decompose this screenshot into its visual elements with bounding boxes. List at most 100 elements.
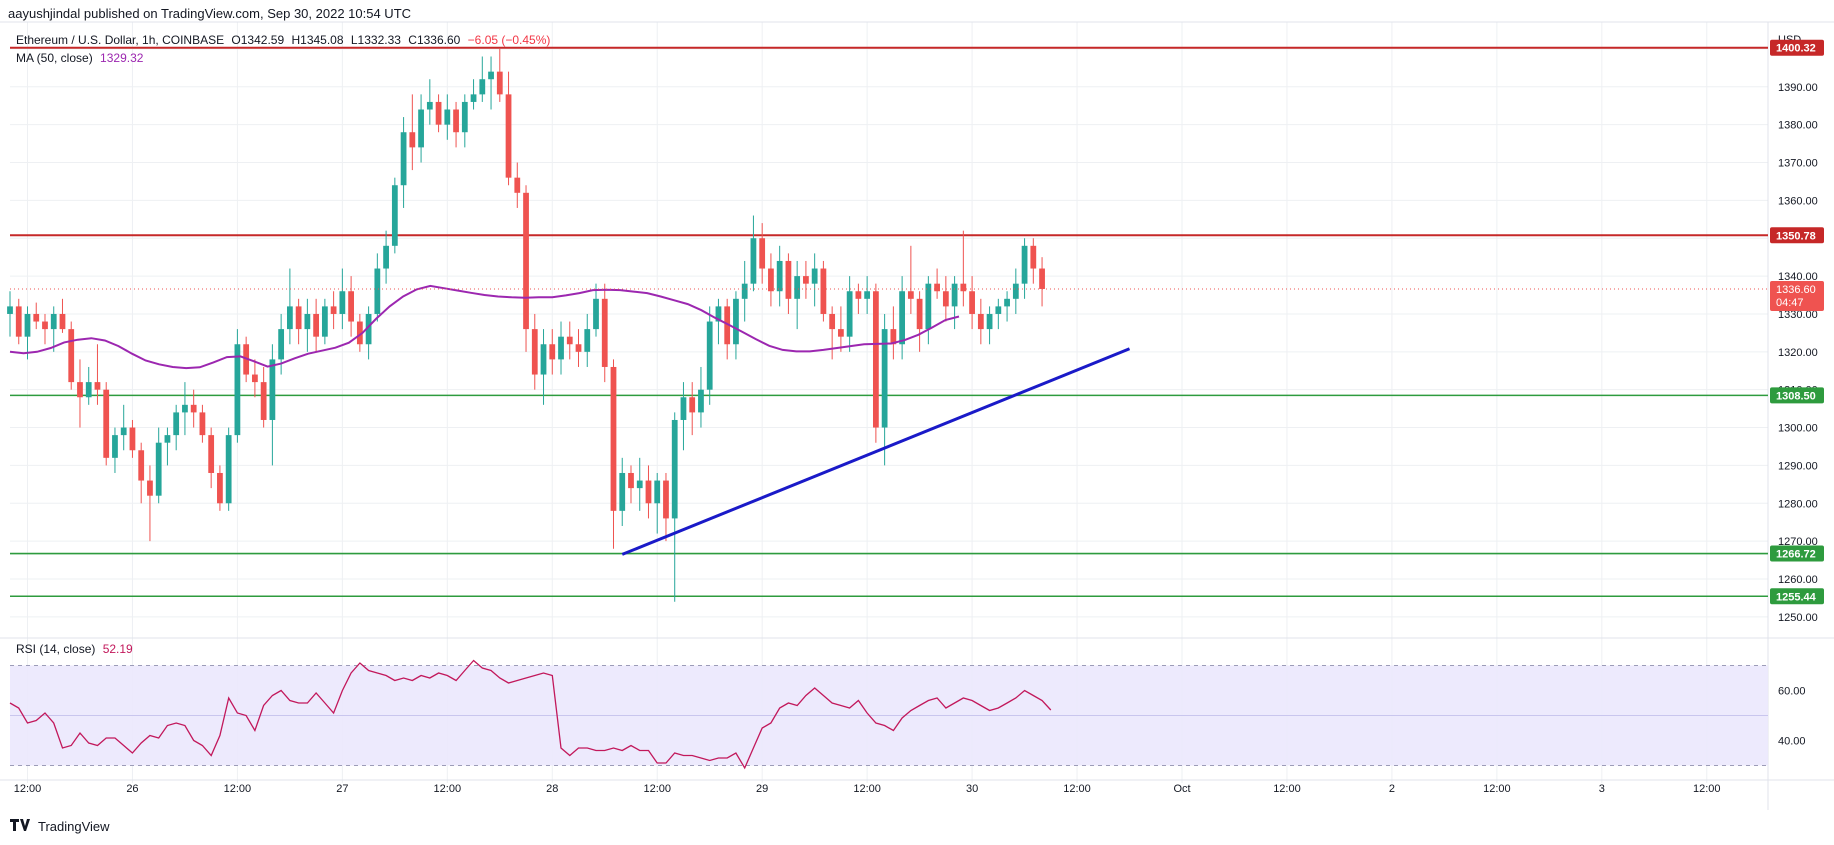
candle-body[interactable] [1012, 283, 1019, 299]
candle-body[interactable] [741, 283, 748, 299]
candle-body[interactable] [628, 472, 634, 489]
candle-body[interactable] [715, 306, 722, 322]
candle-body[interactable] [899, 291, 906, 345]
candle-body[interactable] [295, 306, 302, 330]
candle-body[interactable] [225, 435, 232, 504]
rsi-label[interactable]: RSI (14, close) [16, 642, 96, 656]
candle-body[interactable] [838, 329, 844, 337]
candle-body[interactable] [488, 71, 494, 80]
candle-body[interactable] [601, 298, 608, 367]
candle-body[interactable] [400, 132, 407, 186]
candle-body[interactable] [182, 404, 188, 413]
candle-body[interactable] [374, 268, 381, 314]
candle-body[interactable] [907, 291, 914, 299]
candle-body[interactable] [995, 306, 1002, 314]
candle-body[interactable] [409, 132, 416, 148]
candle-body[interactable] [138, 450, 145, 481]
candle-body[interactable] [252, 374, 258, 383]
candle-body[interactable] [610, 366, 617, 511]
candle-body[interactable] [321, 306, 328, 337]
candle-body[interactable] [969, 291, 975, 314]
candle-body[interactable] [593, 298, 599, 330]
candle-body[interactable] [881, 329, 888, 428]
candle-body[interactable] [103, 389, 110, 458]
candle-body[interactable] [112, 435, 118, 458]
candle-body[interactable] [1039, 268, 1045, 289]
candle-body[interactable] [199, 412, 206, 436]
candle-body[interactable] [278, 329, 285, 360]
candle-body[interactable] [1004, 298, 1010, 307]
candle-body[interactable] [365, 313, 372, 345]
candle-body[interactable] [986, 313, 993, 330]
candle-body[interactable] [977, 313, 984, 330]
candle-body[interactable] [453, 109, 459, 133]
candle-body[interactable] [68, 329, 75, 383]
candle-body[interactable] [855, 291, 862, 299]
candle-body[interactable] [190, 404, 197, 413]
candle-body[interactable] [24, 313, 31, 337]
candle-body[interactable] [313, 313, 320, 337]
candle-body[interactable] [872, 291, 879, 428]
candle-body[interactable] [383, 245, 389, 269]
candle-body[interactable] [794, 276, 801, 299]
candle-body[interactable] [391, 185, 398, 246]
candle-body[interactable] [934, 283, 940, 292]
candle-body[interactable] [776, 260, 783, 292]
candle-body[interactable] [470, 94, 477, 102]
candle-body[interactable] [829, 313, 836, 330]
candle-body[interactable] [208, 435, 215, 473]
candle-body[interactable] [129, 427, 136, 451]
candle-body[interactable] [77, 382, 83, 398]
candle-body[interactable] [698, 389, 704, 413]
candle-body[interactable] [42, 321, 48, 330]
candle-body[interactable] [803, 276, 809, 284]
candle-body[interactable] [59, 313, 66, 330]
candle-body[interactable] [689, 397, 696, 413]
candle-body[interactable] [925, 283, 932, 330]
candle-body[interactable] [418, 109, 424, 148]
candle-body[interactable] [531, 329, 538, 375]
candle-body[interactable] [514, 177, 521, 193]
candle-body[interactable] [549, 344, 556, 360]
candle-body[interactable] [147, 480, 153, 496]
candle-body[interactable] [339, 291, 346, 314]
candle-body[interactable] [584, 329, 591, 352]
candle-body[interactable] [173, 412, 180, 436]
candle-body[interactable] [671, 419, 678, 519]
candle-body[interactable] [85, 382, 92, 398]
candle-body[interactable] [619, 472, 626, 511]
candle-body[interactable] [523, 192, 529, 330]
symbol-title[interactable]: Ethereum / U.S. Dollar, 1h, COINBASE [16, 33, 225, 47]
candle-body[interactable] [960, 283, 967, 292]
candle-body[interactable] [1021, 245, 1028, 284]
candle-body[interactable] [164, 435, 171, 443]
ma-label[interactable]: MA (50, close) [16, 51, 93, 65]
candle-body[interactable] [33, 313, 40, 322]
candle-body[interactable] [479, 79, 486, 95]
candle-body[interactable] [645, 480, 652, 504]
candle-body[interactable] [846, 291, 853, 337]
candle-body[interactable] [750, 238, 757, 284]
candle-body[interactable] [864, 291, 871, 299]
candle-body[interactable] [575, 344, 582, 352]
candle-body[interactable] [1030, 245, 1037, 269]
candle-body[interactable] [435, 101, 442, 125]
footer-brand[interactable]: TradingView [10, 818, 110, 834]
candle-body[interactable] [234, 344, 241, 436]
candle-body[interactable] [785, 260, 792, 299]
candle-body[interactable] [217, 472, 223, 504]
candle-body[interactable] [94, 382, 101, 390]
ma-line[interactable] [9, 284, 960, 370]
candle-body[interactable] [820, 268, 827, 314]
candle-body[interactable] [155, 442, 162, 496]
candle-body[interactable] [120, 427, 127, 436]
candle-body[interactable] [15, 306, 22, 337]
candle-body[interactable] [566, 336, 573, 345]
candle-body[interactable] [706, 321, 713, 390]
candle-body[interactable] [540, 344, 547, 375]
candle-body[interactable] [724, 306, 731, 345]
candle-body[interactable] [304, 313, 311, 330]
candle-body[interactable] [330, 306, 337, 314]
